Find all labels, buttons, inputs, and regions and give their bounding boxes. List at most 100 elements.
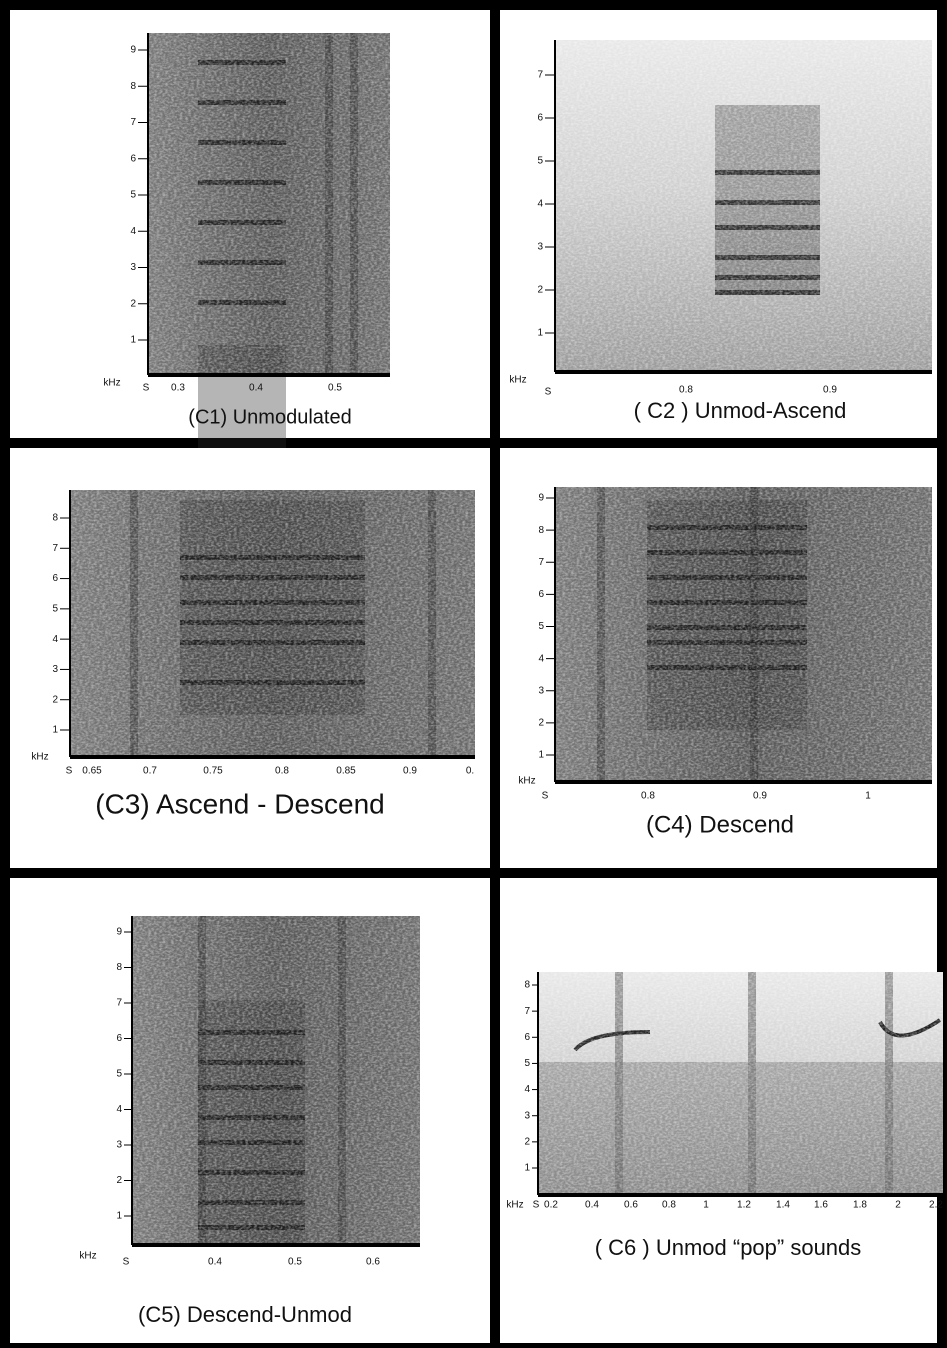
spectrogram-texture xyxy=(70,490,475,757)
caption: (C4) Descend xyxy=(646,811,794,838)
y-tick-label: 7 xyxy=(538,557,544,568)
panel: 1 2 3 4 5 6 7 8 kHz S 0.65 0.7 0.75 0.8 0.85 0.9 0. (C3) … xyxy=(10,448,490,868)
y-tick-label: 2 xyxy=(116,1175,122,1186)
y-axis-label: kHz xyxy=(31,752,48,763)
y-tick-label: 5 xyxy=(524,1058,530,1069)
x-tick-label: 0.8 xyxy=(275,766,289,777)
caption: ( C2 ) Unmod-Ascend xyxy=(634,398,847,423)
y-tick-label: 4 xyxy=(116,1104,122,1115)
y-tick-label: 7 xyxy=(52,543,58,554)
y-tick-label: 4 xyxy=(524,1084,530,1095)
y-tick-label: 1 xyxy=(130,335,136,346)
x-tick-label: 0. xyxy=(466,766,474,777)
y-tick-label: 8 xyxy=(116,962,122,973)
spectrogram-texture xyxy=(148,33,390,375)
x-tick-label: 1.4 xyxy=(776,1200,790,1211)
y-tick-label: 6 xyxy=(52,573,58,584)
y-tick-label: 9 xyxy=(130,45,136,56)
x-tick-label: 0.8 xyxy=(679,385,693,396)
x-origin-label: S xyxy=(66,766,73,777)
y-axis-label: kHz xyxy=(518,776,535,787)
x-tick-label: 0.3 xyxy=(171,383,185,394)
x-tick-label: 1 xyxy=(865,791,871,802)
caption: ( C6 ) Unmod “pop” sounds xyxy=(595,1235,862,1260)
y-axis-label: kHz xyxy=(79,1251,96,1262)
y-tick-label: 8 xyxy=(52,513,58,524)
caption: (C5) Descend-Unmod xyxy=(138,1302,352,1327)
y-tick-label: 2 xyxy=(538,718,544,729)
y-tick-label: 3 xyxy=(524,1110,530,1121)
y-tick-label: 7 xyxy=(130,117,136,128)
y-tick-label: 8 xyxy=(524,980,530,991)
y-tick-label: 7 xyxy=(116,998,122,1009)
y-tick-label: 2 xyxy=(52,694,58,705)
y-tick-label: 2 xyxy=(130,298,136,309)
x-tick-label: 0.7 xyxy=(143,766,157,777)
x-origin-label: S xyxy=(542,791,549,802)
y-tick-label: 4 xyxy=(537,199,543,210)
x-tick-label: 0.8 xyxy=(641,791,655,802)
y-tick-label: 9 xyxy=(538,493,544,504)
y-tick-label: 1 xyxy=(538,750,544,761)
y-tick-label: 6 xyxy=(116,1033,122,1044)
y-tick-label: 2 xyxy=(537,285,543,296)
x-tick-label: 2.2 xyxy=(929,1200,943,1211)
y-tick-label: 1 xyxy=(537,328,543,339)
y-tick-label: 8 xyxy=(538,525,544,536)
y-tick-label: 3 xyxy=(130,262,136,273)
x-origin-label: S xyxy=(533,1200,540,1211)
y-tick-label: 6 xyxy=(524,1032,530,1043)
x-tick-label: 0.6 xyxy=(624,1200,638,1211)
y-tick-label: 4 xyxy=(538,653,544,664)
caption: (C1) Unmodulated xyxy=(188,406,351,428)
y-tick-label: 7 xyxy=(537,70,543,81)
x-tick-label: 0.65 xyxy=(82,766,102,777)
y-tick-label: 4 xyxy=(130,226,136,237)
panel: 1 2 3 4 5 6 7 8 kHz S 0.2 0.4 0.6 0.8 1 1.2 1.4 1.6 1.8 2 2.… xyxy=(500,878,943,1343)
x-origin-label: S xyxy=(143,383,150,394)
spectrogram-texture xyxy=(555,40,932,372)
panel: 1 2 3 4 5 6 7 kHz S 0.8 0.9 ( C2 ) Unmod-Ascend xyxy=(500,10,937,438)
x-tick-label: 0.5 xyxy=(288,1257,302,1268)
x-origin-label: S xyxy=(545,387,552,398)
x-tick-label: 0.2 xyxy=(544,1200,558,1211)
y-axis-label: kHz xyxy=(506,1200,523,1211)
y-tick-label: 5 xyxy=(537,156,543,167)
y-tick-label: 7 xyxy=(524,1006,530,1017)
spectrogram-texture xyxy=(132,916,420,1245)
x-tick-label: 0.6 xyxy=(366,1257,380,1268)
x-tick-label: 0.4 xyxy=(208,1257,222,1268)
x-tick-label: 0.9 xyxy=(753,791,767,802)
x-tick-label: 0.9 xyxy=(823,385,837,396)
x-origin-label: S xyxy=(123,1257,130,1268)
y-tick-label: 3 xyxy=(537,242,543,253)
y-tick-label: 1 xyxy=(116,1211,122,1222)
x-tick-label: 2 xyxy=(895,1200,901,1211)
spectrogram-texture xyxy=(555,487,932,782)
y-tick-label: 3 xyxy=(538,685,544,696)
x-tick-label: 0.5 xyxy=(328,383,342,394)
x-tick-label: 0.4 xyxy=(249,383,263,394)
x-tick-label: 1 xyxy=(703,1200,709,1211)
panel: 1 2 3 4 5 6 7 8 9 kHz S 0.4 0.5 0.6 (C5) Descend-Unmod xyxy=(10,878,490,1343)
y-tick-label: 9 xyxy=(116,927,122,938)
y-tick-label: 5 xyxy=(538,621,544,632)
y-axis-label: kHz xyxy=(509,375,526,386)
x-tick-label: 0.85 xyxy=(336,766,356,777)
x-tick-label: 0.4 xyxy=(585,1200,599,1211)
y-tick-label: 8 xyxy=(130,81,136,92)
x-tick-label: 1.2 xyxy=(737,1200,751,1211)
y-tick-label: 6 xyxy=(537,113,543,124)
y-tick-label: 5 xyxy=(116,1069,122,1080)
y-tick-label: 5 xyxy=(130,190,136,201)
x-tick-label: 1.6 xyxy=(814,1200,828,1211)
y-tick-label: 3 xyxy=(52,664,58,675)
y-tick-label: 2 xyxy=(524,1136,530,1147)
panel: 1 2 3 4 5 6 7 8 9 kHz S 0.3 0.4 0.5 (C1) Unmodulated xyxy=(10,10,490,707)
y-tick-label: 6 xyxy=(538,589,544,600)
y-tick-label: 5 xyxy=(52,603,58,614)
y-tick-label: 1 xyxy=(52,725,58,736)
x-tick-label: 0.75 xyxy=(203,766,223,777)
